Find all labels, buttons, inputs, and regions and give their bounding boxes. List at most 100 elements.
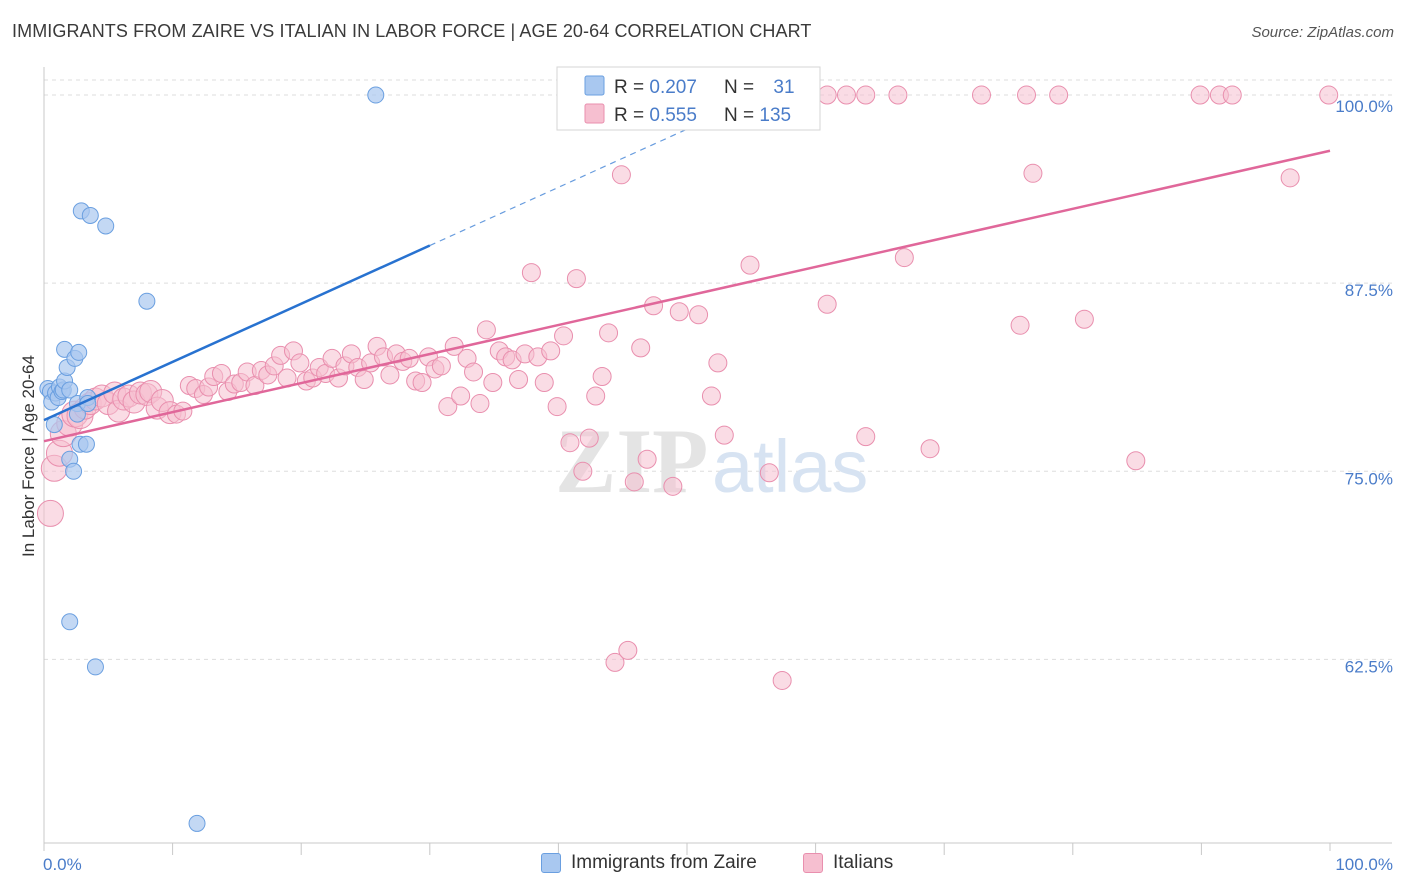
italians-point bbox=[1319, 85, 1339, 105]
stat-n-label-italians: N = bbox=[724, 105, 759, 126]
italians-point bbox=[211, 363, 231, 383]
italians-point bbox=[856, 427, 876, 447]
italians-point bbox=[1126, 451, 1146, 471]
italians-point bbox=[541, 341, 561, 361]
x-tick-label: 100.0% bbox=[1335, 855, 1393, 874]
axes bbox=[43, 67, 1392, 855]
stat-r-label-zaire: R = bbox=[614, 77, 649, 98]
zaire-point bbox=[86, 658, 104, 676]
italians-point bbox=[708, 353, 728, 373]
zaire-point bbox=[97, 217, 115, 235]
svg-text:R = 0.555: R = 0.555 bbox=[614, 105, 697, 126]
italians-points bbox=[36, 85, 1339, 690]
italians-point bbox=[631, 338, 651, 358]
stat-r-label-italians: R = bbox=[614, 105, 649, 126]
legend-label-italians: Italians bbox=[833, 852, 894, 873]
y-tick-label: 62.5% bbox=[1345, 657, 1393, 676]
italians-point bbox=[470, 394, 490, 414]
italians-point bbox=[451, 386, 471, 406]
italians-point bbox=[534, 372, 554, 392]
stat-r-value-zaire: 0.207 bbox=[649, 77, 697, 98]
legend-swatch-zaire-bottom bbox=[541, 853, 561, 873]
zaire-point bbox=[138, 292, 156, 310]
chart-title: IMMIGRANTS FROM ZAIRE VS ITALIAN IN LABO… bbox=[12, 21, 812, 41]
italians-point bbox=[586, 386, 606, 406]
zaire-point bbox=[70, 343, 88, 361]
italians-point bbox=[611, 165, 631, 185]
italians-point bbox=[380, 365, 400, 385]
legend-item-italians: Italians bbox=[803, 852, 893, 874]
zaire-points bbox=[39, 86, 385, 832]
stat-r-value-italians: 0.555 bbox=[649, 105, 697, 126]
italians-point bbox=[817, 294, 837, 314]
zaire-point bbox=[77, 435, 95, 453]
italians-point bbox=[637, 449, 657, 469]
italians-point bbox=[509, 369, 529, 389]
italians-point bbox=[1280, 168, 1300, 188]
watermark-atlas: atlas bbox=[712, 425, 868, 508]
watermark-zip: ZIP bbox=[555, 410, 708, 512]
source-label: Source: ZipAtlas.com bbox=[1251, 24, 1394, 41]
y-axis-label: In Labor Force | Age 20-64 bbox=[19, 355, 38, 557]
italians-point bbox=[701, 386, 721, 406]
svg-text:N = 135: N = 135 bbox=[724, 105, 791, 126]
italians-point bbox=[836, 85, 856, 105]
italians-point bbox=[714, 425, 734, 445]
italians-point bbox=[1023, 163, 1043, 183]
italians-trendline bbox=[43, 149, 1331, 443]
stat-n-value-italians: 135 bbox=[759, 105, 791, 126]
legend-swatch-zaire bbox=[584, 75, 605, 96]
stats-legend: R = 0.207 N = 31 R = 0.555 N = 135 bbox=[556, 66, 821, 131]
legend-label-zaire: Immigrants from Zaire bbox=[571, 852, 757, 873]
zaire-trendline-extension bbox=[429, 116, 713, 247]
italians-point bbox=[772, 670, 792, 690]
italians-point bbox=[592, 366, 612, 386]
italians-point bbox=[894, 248, 914, 268]
italians-point bbox=[354, 369, 374, 389]
italians-point bbox=[579, 428, 599, 448]
italians-point bbox=[483, 372, 503, 392]
italians-point bbox=[464, 362, 484, 382]
zaire-point bbox=[61, 381, 79, 399]
italians-point bbox=[1222, 85, 1242, 105]
svg-text:R = 0.207: R = 0.207 bbox=[614, 77, 697, 98]
legend-swatch-italians bbox=[584, 103, 605, 124]
italians-point bbox=[759, 463, 779, 483]
italians-point bbox=[624, 472, 644, 492]
zaire-point bbox=[81, 206, 99, 224]
italians-point bbox=[560, 433, 580, 453]
italians-point bbox=[605, 652, 625, 672]
italians-point bbox=[412, 372, 432, 392]
italians-point bbox=[554, 326, 574, 346]
y-tick-label: 87.5% bbox=[1345, 281, 1393, 300]
italians-point bbox=[888, 85, 908, 105]
italians-point bbox=[971, 85, 991, 105]
italians-point bbox=[1049, 85, 1069, 105]
italians-point bbox=[566, 269, 586, 289]
watermark: ZIP atlas bbox=[555, 410, 868, 512]
italians-point bbox=[920, 439, 940, 459]
italians-point bbox=[1017, 85, 1037, 105]
italians-point bbox=[740, 255, 760, 275]
italians-point bbox=[1190, 85, 1210, 105]
italians-point bbox=[521, 263, 541, 283]
italians-point bbox=[599, 323, 619, 343]
zaire-trendline bbox=[43, 244, 431, 422]
x-tick-label: 0.0% bbox=[43, 855, 82, 874]
svg-text:N = 31: N = 31 bbox=[724, 77, 795, 98]
italians-point bbox=[856, 85, 876, 105]
italians-point bbox=[573, 461, 593, 481]
italians-point bbox=[669, 302, 689, 322]
legend-swatch-italians-bottom bbox=[803, 853, 823, 873]
zaire-point bbox=[367, 86, 385, 104]
italians-point bbox=[663, 476, 683, 496]
italians-point bbox=[438, 397, 458, 417]
italians-point bbox=[1074, 309, 1094, 329]
legend-item-zaire: Immigrants from Zaire bbox=[541, 852, 757, 874]
series-legend: Immigrants from Zaire Italians bbox=[0, 850, 1406, 878]
italians-point bbox=[476, 320, 496, 340]
y-tick-label: 75.0% bbox=[1345, 469, 1393, 488]
stat-n-label-zaire: N = bbox=[724, 77, 759, 98]
italians-point bbox=[618, 640, 638, 660]
